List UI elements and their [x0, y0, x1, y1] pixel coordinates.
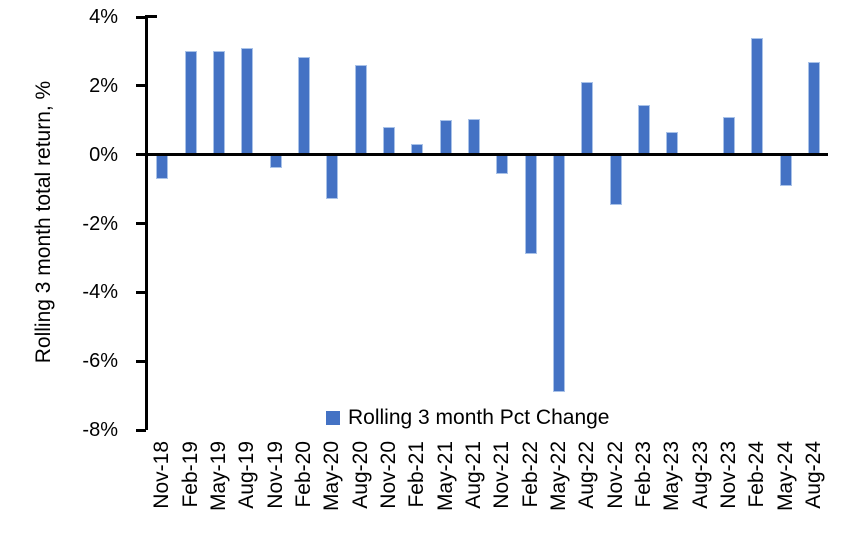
- y-axis-line: [145, 15, 148, 430]
- x-axis-label: Feb-20: [291, 441, 315, 508]
- y-tick-label: -4%: [82, 281, 118, 304]
- bar-Aug-20: [354, 65, 367, 155]
- x-axis-label: Aug-24: [801, 441, 825, 509]
- y-axis-top-tick: [148, 15, 157, 18]
- bar-Feb-24: [751, 37, 764, 155]
- y-tick-mark: [136, 15, 146, 19]
- x-axis-label: Feb-22: [518, 441, 542, 508]
- y-tick-label: 0%: [89, 143, 118, 166]
- bar-Aug-21: [467, 118, 480, 155]
- x-axis-label: Aug-21: [461, 441, 485, 509]
- x-axis-label: Nov-19: [263, 441, 287, 509]
- bar-Feb-20: [297, 56, 310, 155]
- bar-May-24: [779, 154, 792, 186]
- bar-May-22: [552, 154, 565, 393]
- bar-Nov-21: [496, 154, 509, 174]
- bar-Feb-19: [184, 51, 197, 155]
- bar-Feb-23: [637, 104, 650, 155]
- y-tick-mark: [136, 153, 146, 157]
- x-axis-label: Nov-22: [603, 441, 627, 509]
- y-tick-label: 4%: [89, 6, 118, 28]
- y-tick-mark: [136, 222, 146, 225]
- bar-May-20: [326, 154, 339, 200]
- x-axis-label: Feb-19: [178, 441, 202, 508]
- bar-Aug-19: [241, 47, 254, 155]
- bar-May-23: [666, 132, 679, 155]
- bar-Aug-22: [581, 82, 594, 155]
- x-axis-label: May-19: [206, 441, 230, 512]
- x-axis-label: Nov-21: [490, 441, 514, 509]
- y-tick-label: 2%: [89, 74, 118, 97]
- y-tick-mark: [136, 84, 146, 88]
- y-tick-mark: [136, 428, 146, 432]
- x-axis-label: Aug-23: [688, 441, 712, 509]
- bar-Feb-22: [524, 154, 537, 255]
- x-axis-label: Feb-24: [745, 441, 769, 508]
- x-axis-label: Aug-22: [575, 441, 599, 509]
- bar-Nov-22: [609, 154, 622, 205]
- x-axis-label: May-22: [546, 441, 570, 512]
- y-tick-label: -2%: [82, 212, 118, 235]
- x-axis-label: May-23: [660, 441, 684, 512]
- x-axis-label: May-24: [773, 441, 797, 512]
- y-tick-mark: [136, 290, 146, 294]
- x-axis-label: Aug-19: [235, 441, 259, 509]
- bar-May-19: [212, 51, 225, 155]
- x-axis-label: Feb-23: [631, 441, 655, 508]
- x-axis-label: Nov-23: [716, 441, 740, 509]
- bar-Nov-19: [269, 154, 282, 169]
- legend-label: Rolling 3 month Pct Change: [348, 406, 610, 429]
- legend-color-swatch: [326, 411, 340, 425]
- x-axis-label: May-21: [433, 441, 457, 512]
- legend: Rolling 3 month Pct Change: [326, 406, 610, 430]
- y-tick-mark: [136, 359, 146, 363]
- x-axis-label: Feb-21: [405, 441, 429, 508]
- x-axis-label: Nov-20: [376, 441, 400, 509]
- x-axis-label: Aug-20: [348, 441, 372, 509]
- x-axis-label: May-20: [320, 441, 344, 512]
- bar-Nov-18: [156, 154, 169, 179]
- bar-May-21: [439, 120, 452, 155]
- y-tick-label: -6%: [82, 350, 118, 373]
- zero-axis-line: [145, 153, 828, 157]
- x-axis-label: Nov-18: [150, 441, 174, 509]
- y-tick-label: -8%: [82, 419, 118, 441]
- bar-Aug-24: [807, 61, 820, 155]
- bar-Nov-23: [722, 116, 735, 155]
- bar-Nov-20: [382, 127, 395, 155]
